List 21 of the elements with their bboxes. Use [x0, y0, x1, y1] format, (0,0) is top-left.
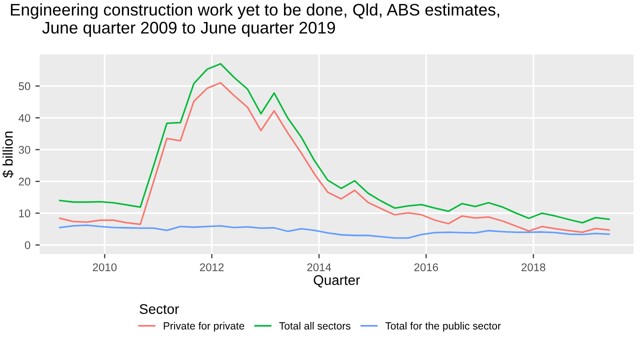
x-axis-title: Quarter — [314, 275, 360, 288]
legend-label: Total all sectors — [279, 322, 350, 330]
x-tick-label: 2012 — [200, 263, 224, 272]
x-tick-label: 2010 — [92, 263, 117, 272]
line-series — [59, 82, 610, 234]
x-tick-label: 2018 — [522, 263, 546, 272]
y-tick-label: 0 — [24, 241, 30, 250]
line-series — [59, 63, 610, 224]
y-axis-title: $ billion — [2, 132, 14, 178]
y-tick-label: 40 — [18, 114, 30, 122]
line-series — [59, 224, 610, 239]
y-tick-label: 50 — [18, 82, 30, 90]
chart-title: Engineering construction work yet to be done, Qld, ABS estimates, June quarter 2009 to June quarter 2019 — [10, 3, 500, 37]
x-tick-label: 2016 — [414, 263, 438, 272]
legend-label: Total for the public sector — [385, 322, 501, 332]
y-tick-label: 30 — [18, 146, 30, 154]
y-tick-label: 20 — [18, 178, 30, 186]
legend-label: Private for private — [164, 322, 244, 332]
legend-title: Sector — [140, 304, 179, 314]
y-tick-label: 10 — [19, 209, 30, 218]
x-tick-label: 2014 — [307, 263, 332, 272]
